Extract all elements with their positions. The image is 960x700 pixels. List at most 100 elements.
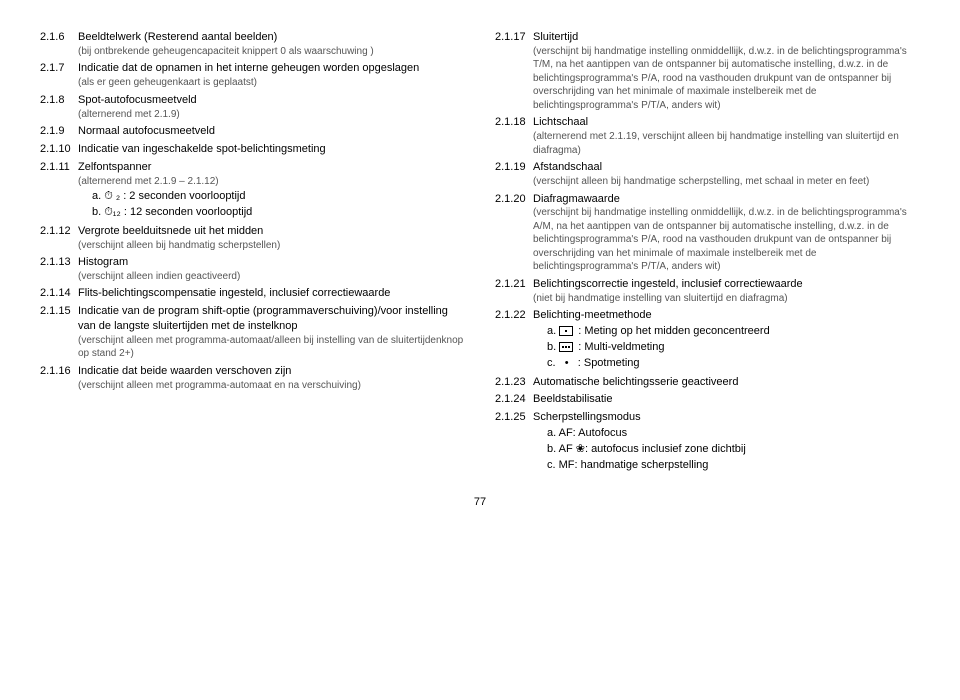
item-subtext: (verschijnt alleen indien geactiveerd) bbox=[78, 270, 465, 284]
subline: a. AF: Autofocus bbox=[547, 426, 920, 441]
item-title: Scherpstellingsmodus bbox=[533, 410, 920, 425]
item-body: Normaal autofocusmeetveld bbox=[78, 124, 465, 139]
item-number: 2.1.15 bbox=[40, 304, 78, 361]
item-sublines: a. AF: Autofocusb. AF ❀: autofocus inclu… bbox=[533, 426, 920, 473]
item-number: 2.1.16 bbox=[40, 364, 78, 392]
item-subtext: (verschijnt alleen met programma-automaa… bbox=[78, 379, 465, 393]
list-item: 2.1.23Automatische belichtingsserie geac… bbox=[495, 375, 920, 390]
item-number: 2.1.7 bbox=[40, 61, 78, 89]
subline: b. ⏱₁₂ : 12 seconden voorlooptijd bbox=[92, 205, 465, 220]
item-number: 2.1.12 bbox=[40, 224, 78, 252]
item-number: 2.1.22 bbox=[495, 308, 533, 371]
list-item: 2.1.25Scherpstellingsmodusa. AF: Autofoc… bbox=[495, 410, 920, 473]
list-item: 2.1.13Histogram(verschijnt alleen indien… bbox=[40, 255, 465, 283]
item-title: Normaal autofocusmeetveld bbox=[78, 124, 465, 139]
item-subtext: (verschijnt alleen bij handmatige scherp… bbox=[533, 175, 920, 189]
item-number: 2.1.8 bbox=[40, 93, 78, 121]
item-body: Vergrote beelduitsnede uit het midden(ve… bbox=[78, 224, 465, 252]
item-body: Lichtschaal(alternerend met 2.1.19, vers… bbox=[533, 115, 920, 157]
item-subtext: (alternerend met 2.1.9 – 2.1.12) bbox=[78, 175, 465, 189]
item-title: Spot-autofocusmeetveld bbox=[78, 93, 465, 108]
subline: b. : Multi-veldmeting bbox=[547, 340, 920, 355]
item-title: Indicatie dat beide waarden verschoven z… bbox=[78, 364, 465, 379]
right-column: 2.1.17Sluitertijd(verschijnt bij handmat… bbox=[495, 30, 920, 477]
subline: a. : Meting op het midden geconcentreerd bbox=[547, 324, 920, 339]
item-number: 2.1.18 bbox=[495, 115, 533, 157]
item-body: Flits-belichtingscompensatie ingesteld, … bbox=[78, 286, 465, 301]
item-body: Belichtingscorrectie ingesteld, inclusie… bbox=[533, 277, 920, 305]
item-body: Scherpstellingsmodusa. AF: Autofocusb. A… bbox=[533, 410, 920, 473]
item-title: Diafragmawaarde bbox=[533, 192, 920, 207]
item-body: Zelfontspanner(alternerend met 2.1.9 – 2… bbox=[78, 160, 465, 221]
item-sublines: a. ⏱ ₂ : 2 seconden voorlooptijdb. ⏱₁₂ :… bbox=[78, 189, 465, 220]
item-title: Vergrote beelduitsnede uit het midden bbox=[78, 224, 465, 239]
subline: c. • : Spotmeting bbox=[547, 356, 920, 371]
subline: b. AF ❀: autofocus inclusief zone dichtb… bbox=[547, 442, 920, 457]
item-title: Indicatie dat de opnamen in het interne … bbox=[78, 61, 465, 76]
item-number: 2.1.25 bbox=[495, 410, 533, 473]
item-body: Sluitertijd(verschijnt bij handmatige in… bbox=[533, 30, 920, 112]
list-item: 2.1.7Indicatie dat de opnamen in het int… bbox=[40, 61, 465, 89]
item-body: Indicatie van de program shift-optie (pr… bbox=[78, 304, 465, 361]
item-title: Lichtschaal bbox=[533, 115, 920, 130]
item-body: Indicatie dat beide waarden verschoven z… bbox=[78, 364, 465, 392]
item-body: Beeldstabilisatie bbox=[533, 392, 920, 407]
item-number: 2.1.9 bbox=[40, 124, 78, 139]
list-item: 2.1.12Vergrote beelduitsnede uit het mid… bbox=[40, 224, 465, 252]
item-number: 2.1.14 bbox=[40, 286, 78, 301]
list-item: 2.1.19Afstandschaal(verschijnt alleen bi… bbox=[495, 160, 920, 188]
item-title: Flits-belichtingscompensatie ingesteld, … bbox=[78, 286, 465, 301]
item-body: Automatische belichtingsserie geactiveer… bbox=[533, 375, 920, 390]
page-number: 77 bbox=[40, 495, 920, 510]
item-subtext: (niet bij handmatige instelling van slui… bbox=[533, 292, 920, 306]
item-subtext: (verschijnt alleen bij handmatig scherps… bbox=[78, 239, 465, 253]
list-item: 2.1.8Spot-autofocusmeetveld(alternerend … bbox=[40, 93, 465, 121]
list-item: 2.1.16Indicatie dat beide waarden versch… bbox=[40, 364, 465, 392]
item-body: Histogram(verschijnt alleen indien geact… bbox=[78, 255, 465, 283]
list-item: 2.1.9Normaal autofocusmeetveld bbox=[40, 124, 465, 139]
item-subtext: (verschijnt bij handmatige instelling on… bbox=[533, 206, 920, 274]
item-title: Automatische belichtingsserie geactiveer… bbox=[533, 375, 920, 390]
item-title: Indicatie van de program shift-optie (pr… bbox=[78, 304, 465, 334]
item-body: Indicatie dat de opnamen in het interne … bbox=[78, 61, 465, 89]
item-number: 2.1.13 bbox=[40, 255, 78, 283]
list-item: 2.1.15Indicatie van de program shift-opt… bbox=[40, 304, 465, 361]
list-item: 2.1.17Sluitertijd(verschijnt bij handmat… bbox=[495, 30, 920, 112]
item-number: 2.1.21 bbox=[495, 277, 533, 305]
list-item: 2.1.21Belichtingscorrectie ingesteld, in… bbox=[495, 277, 920, 305]
item-number: 2.1.10 bbox=[40, 142, 78, 157]
list-item: 2.1.10Indicatie van ingeschakelde spot-b… bbox=[40, 142, 465, 157]
item-body: Indicatie van ingeschakelde spot-belicht… bbox=[78, 142, 465, 157]
item-subtext: (verschijnt bij handmatige instelling on… bbox=[533, 45, 920, 113]
item-title: Zelfontspanner bbox=[78, 160, 465, 175]
item-title: Beeldstabilisatie bbox=[533, 392, 920, 407]
item-subtext: (alternerend met 2.1.19, verschijnt alle… bbox=[533, 130, 920, 157]
two-column-layout: 2.1.6Beeldtelwerk (Resterend aantal beel… bbox=[40, 30, 920, 477]
item-number: 2.1.6 bbox=[40, 30, 78, 58]
item-body: Afstandschaal(verschijnt alleen bij hand… bbox=[533, 160, 920, 188]
item-title: Indicatie van ingeschakelde spot-belicht… bbox=[78, 142, 465, 157]
list-item: 2.1.22Belichting-meetmethodea. : Meting … bbox=[495, 308, 920, 371]
item-title: Belichting-meetmethode bbox=[533, 308, 920, 323]
list-item: 2.1.6Beeldtelwerk (Resterend aantal beel… bbox=[40, 30, 465, 58]
item-title: Histogram bbox=[78, 255, 465, 270]
subline: c. MF: handmatige scherpstelling bbox=[547, 458, 920, 473]
item-number: 2.1.11 bbox=[40, 160, 78, 221]
item-body: Spot-autofocusmeetveld(alternerend met 2… bbox=[78, 93, 465, 121]
item-number: 2.1.23 bbox=[495, 375, 533, 390]
list-item: 2.1.11Zelfontspanner(alternerend met 2.1… bbox=[40, 160, 465, 221]
list-item: 2.1.24Beeldstabilisatie bbox=[495, 392, 920, 407]
left-column: 2.1.6Beeldtelwerk (Resterend aantal beel… bbox=[40, 30, 465, 477]
item-body: Beeldtelwerk (Resterend aantal beelden)(… bbox=[78, 30, 465, 58]
item-subtext: (alternerend met 2.1.9) bbox=[78, 108, 465, 122]
item-title: Beeldtelwerk (Resterend aantal beelden) bbox=[78, 30, 465, 45]
item-number: 2.1.20 bbox=[495, 192, 533, 274]
item-subtext: (bij ontbrekende geheugencapaciteit knip… bbox=[78, 45, 465, 59]
list-item: 2.1.14Flits-belichtingscompensatie inges… bbox=[40, 286, 465, 301]
item-number: 2.1.17 bbox=[495, 30, 533, 112]
item-title: Belichtingscorrectie ingesteld, inclusie… bbox=[533, 277, 920, 292]
item-title: Sluitertijd bbox=[533, 30, 920, 45]
item-title: Afstandschaal bbox=[533, 160, 920, 175]
item-subtext: (verschijnt alleen met programma-automaa… bbox=[78, 334, 465, 361]
list-item: 2.1.20Diafragmawaarde(verschijnt bij han… bbox=[495, 192, 920, 274]
